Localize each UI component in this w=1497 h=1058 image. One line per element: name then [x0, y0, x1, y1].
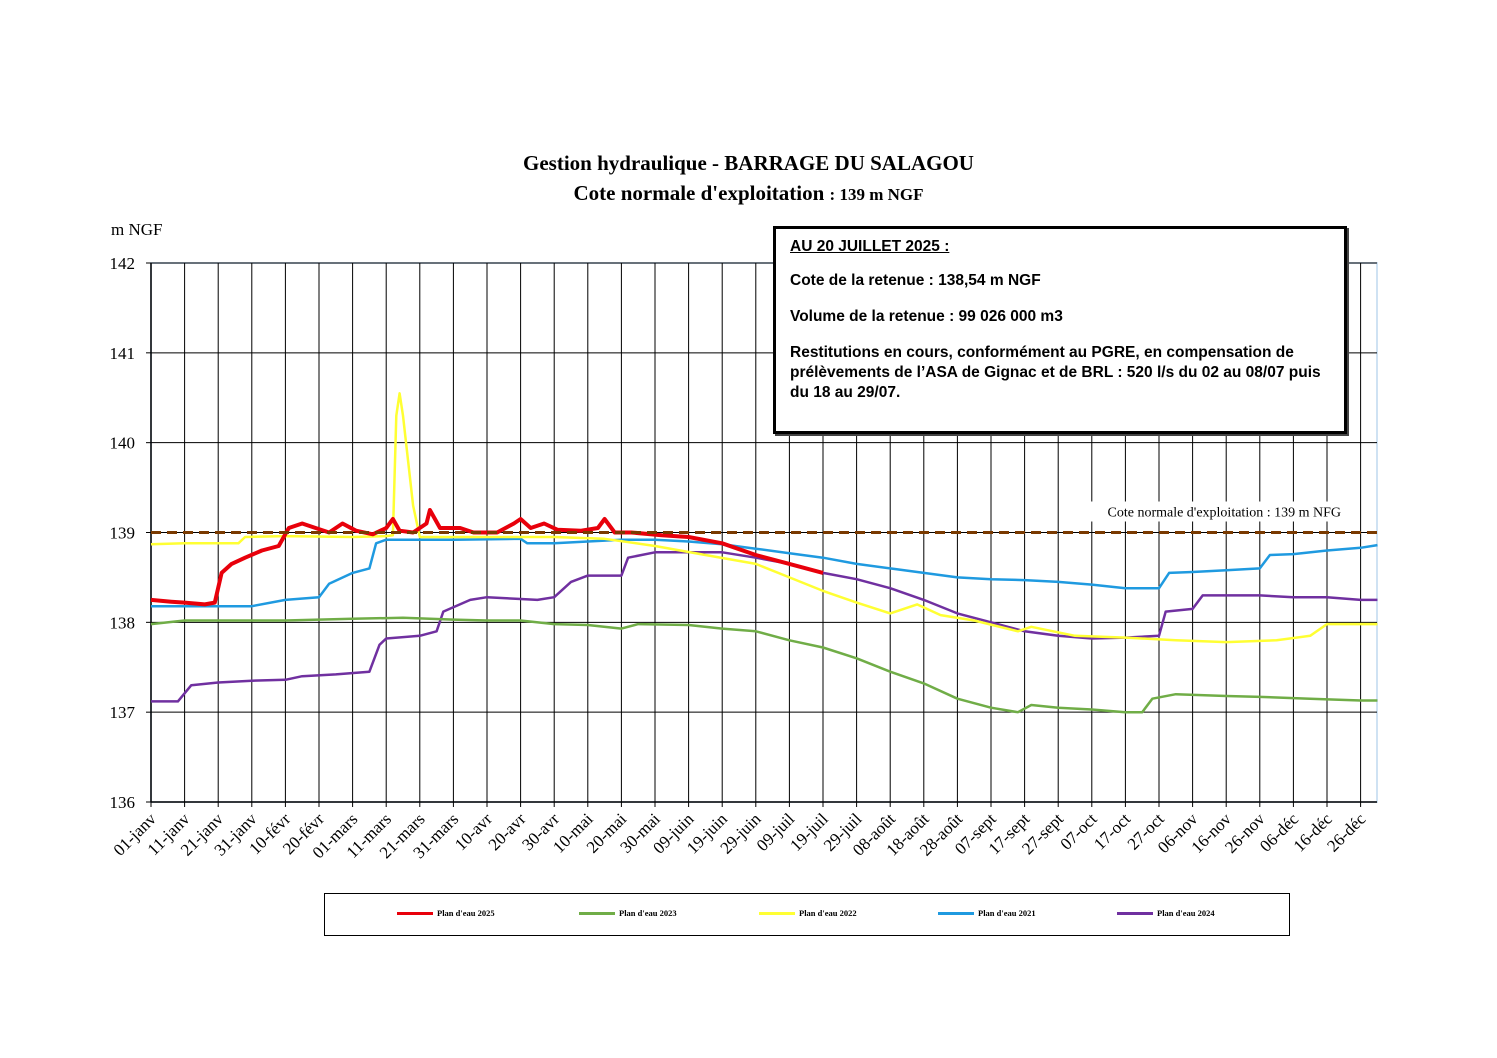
- info-volume: Volume de la retenue : 99 026 000 m3: [790, 308, 1063, 325]
- chart-title-line1: Gestion hydraulique - BARRAGE DU SALAGOU: [523, 151, 974, 175]
- legend-label: Plan d'eau 2022: [799, 908, 857, 918]
- info-cote: Cote de la retenue : 138,54 m NGF: [790, 272, 1041, 289]
- info-restitutions: Restitutions en cours, conformément au P…: [790, 344, 1321, 401]
- y-tick-label: 140: [110, 434, 136, 453]
- legend-item: Plan d'eau 2023: [579, 908, 677, 918]
- info-box: AU 20 JUILLET 2025 : Cote de la retenue …: [773, 226, 1347, 434]
- chart-subtitle: Cote normale d'exploitation: [573, 181, 825, 205]
- chart-title-line2: Cote normale d'exploitation : 139 m NGF: [0, 178, 1497, 210]
- legend-swatch: [938, 911, 974, 915]
- chart-legend: Plan d'eau 2025 Plan d'eau 2023 Plan d'eau…: [324, 893, 1290, 936]
- legend-swatch: [1117, 911, 1153, 915]
- legend-label: Plan d'eau 2023: [619, 908, 677, 918]
- chart-title: Gestion hydraulique - BARRAGE DU SALAGOU…: [0, 148, 1497, 210]
- y-tick-label: 136: [110, 793, 136, 812]
- y-tick-label: 138: [110, 613, 136, 632]
- y-tick-label: 141: [110, 344, 136, 363]
- y-tick-label: 142: [110, 254, 136, 273]
- x-tick-label: 17-oct: [1090, 809, 1134, 853]
- legend-swatch: [759, 911, 795, 915]
- legend-swatch: [397, 911, 433, 915]
- legend-item: Plan d'eau 2024: [1117, 908, 1215, 918]
- series-line-2025: [150, 508, 824, 607]
- legend-item: Plan d'eau 2021: [938, 908, 1036, 918]
- y-tick-label: 137: [110, 703, 136, 722]
- series-line-2023: [150, 616, 1378, 714]
- x-tick-label: 26-déc: [1323, 809, 1369, 855]
- legend-item: Plan d'eau 2025: [397, 908, 495, 918]
- y-axis-label: m NGF: [111, 220, 163, 239]
- info-date: AU 20 JUILLET 2025 :: [790, 238, 950, 255]
- series-line-2024: [151, 551, 1378, 703]
- x-tick-label: 20-avr: [485, 809, 530, 854]
- legend-label: Plan d'eau 2025: [437, 908, 495, 918]
- x-tick-label: 07-oct: [1056, 809, 1100, 853]
- legend-label: Plan d'eau 2021: [978, 908, 1036, 918]
- series-line-2022: [150, 392, 1378, 644]
- x-tick-label: 10-avr: [451, 809, 496, 854]
- legend-label: Plan d'eau 2024: [1157, 908, 1215, 918]
- series-line-2021: [151, 537, 1378, 608]
- reference-line-label: Cote normale d'exploitation : 139 m NFG: [1108, 506, 1342, 521]
- y-tick-label: 139: [110, 524, 136, 543]
- legend-item: Plan d'eau 2022: [759, 908, 857, 918]
- legend-swatch: [579, 911, 615, 915]
- chart-subtitle-unit: : 139 m NGF: [829, 185, 924, 204]
- reference-label-bg: [1072, 501, 1342, 522]
